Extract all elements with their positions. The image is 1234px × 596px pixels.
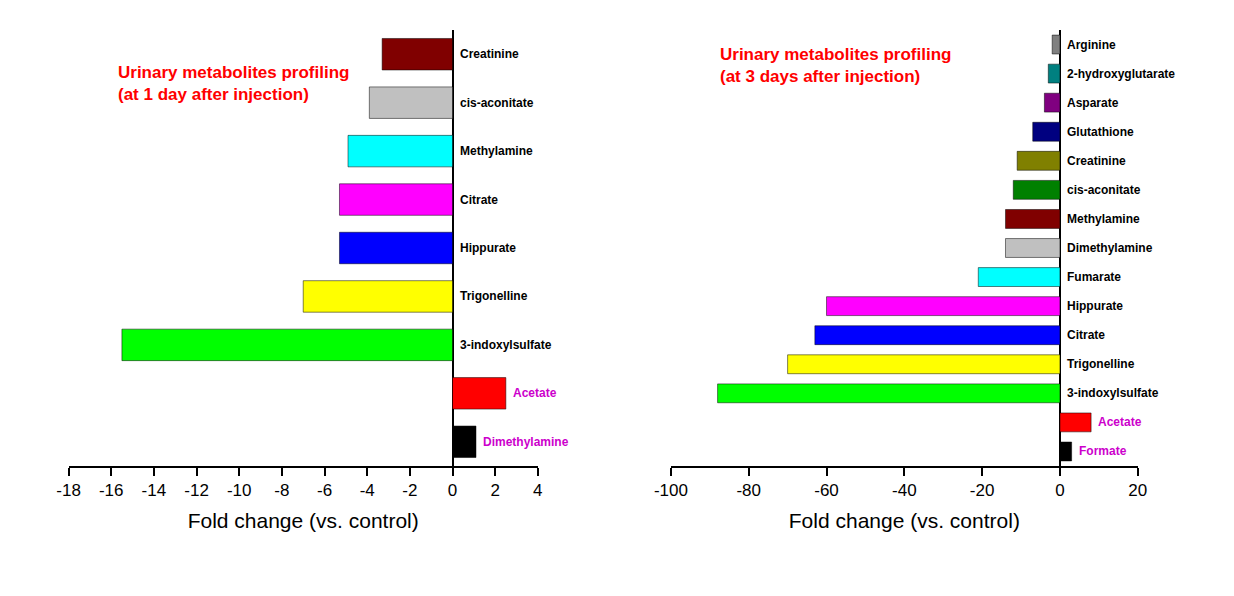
svg-text:2-hydroxyglutarate: 2-hydroxyglutarate <box>1067 67 1175 81</box>
svg-text:Urinary metabolites profiling(: Urinary metabolites profiling(at 3 days … <box>720 45 951 86</box>
svg-text:Citrate: Citrate <box>460 193 498 207</box>
svg-text:Dimethylamine: Dimethylamine <box>483 435 569 449</box>
svg-text:-6: -6 <box>317 481 332 500</box>
svg-text:-2: -2 <box>402 481 417 500</box>
svg-text:-18: -18 <box>56 481 81 500</box>
svg-text:-40: -40 <box>892 481 917 500</box>
svg-text:Dimethylamine: Dimethylamine <box>1067 241 1153 255</box>
svg-text:-100: -100 <box>654 481 688 500</box>
svg-text:cis-aconitate: cis-aconitate <box>460 96 534 110</box>
svg-text:-10: -10 <box>227 481 252 500</box>
svg-text:-8: -8 <box>274 481 289 500</box>
svg-text:-60: -60 <box>814 481 839 500</box>
svg-text:cis-aconitate: cis-aconitate <box>1067 183 1141 197</box>
svg-text:3-indoxylsulfate: 3-indoxylsulfate <box>460 338 552 352</box>
svg-text:2: 2 <box>490 481 499 500</box>
svg-text:Methylamine: Methylamine <box>1067 212 1140 226</box>
svg-text:Arginine: Arginine <box>1067 38 1116 52</box>
svg-text:Trigonelline: Trigonelline <box>460 289 528 303</box>
svg-text:Creatinine: Creatinine <box>460 47 519 61</box>
svg-text:4: 4 <box>533 481 542 500</box>
svg-text:Acetate: Acetate <box>513 386 557 400</box>
svg-text:Creatinine: Creatinine <box>1067 154 1126 168</box>
svg-text:20: 20 <box>1128 481 1147 500</box>
svg-text:Citrate: Citrate <box>1067 328 1105 342</box>
svg-text:Methylamine: Methylamine <box>460 144 533 158</box>
svg-text:Fold change (vs. control): Fold change (vs. control) <box>789 509 1020 532</box>
svg-text:-80: -80 <box>736 481 761 500</box>
svg-text:-4: -4 <box>360 481 375 500</box>
svg-text:-14: -14 <box>142 481 167 500</box>
svg-text:3-indoxylsulfate: 3-indoxylsulfate <box>1067 386 1159 400</box>
svg-text:Glutathione: Glutathione <box>1067 125 1134 139</box>
svg-text:Hippurate: Hippurate <box>460 241 516 255</box>
svg-text:-16: -16 <box>99 481 124 500</box>
svg-text:Fumarate: Fumarate <box>1067 270 1121 284</box>
svg-text:0: 0 <box>448 481 457 500</box>
svg-text:Acetate: Acetate <box>1098 415 1142 429</box>
svg-text:Trigonelline: Trigonelline <box>1067 357 1135 371</box>
svg-text:Asparate: Asparate <box>1067 96 1119 110</box>
svg-text:0: 0 <box>1055 481 1064 500</box>
svg-text:Formate: Formate <box>1079 444 1127 458</box>
svg-text:Fold change (vs. control): Fold change (vs. control) <box>188 509 419 532</box>
svg-text:Urinary metabolites profiling(: Urinary metabolites profiling(at 1 day a… <box>118 63 349 104</box>
svg-text:-12: -12 <box>184 481 209 500</box>
svg-text:-20: -20 <box>970 481 995 500</box>
svg-text:Hippurate: Hippurate <box>1067 299 1123 313</box>
